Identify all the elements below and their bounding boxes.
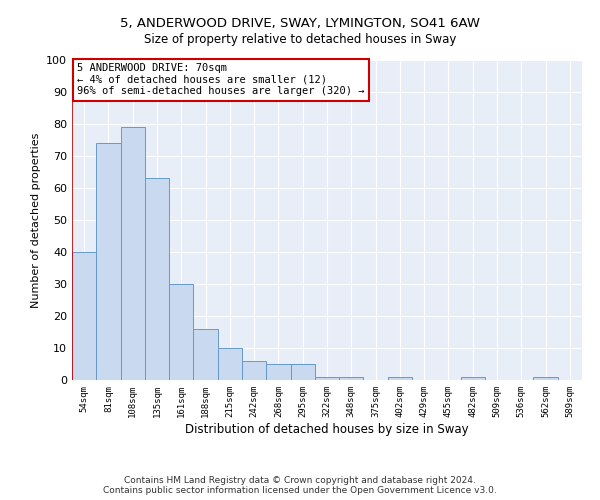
Bar [145,178,169,380]
Bar [315,377,339,380]
Text: 5 ANDERWOOD DRIVE: 70sqm
← 4% of detached houses are smaller (12)
96% of semi-de: 5 ANDERWOOD DRIVE: 70sqm ← 4% of detache… [77,63,365,96]
Bar [339,377,364,380]
Y-axis label: Number of detached properties: Number of detached properties [31,132,41,308]
Bar [290,364,315,380]
Bar [72,252,96,380]
X-axis label: Distribution of detached houses by size in Sway: Distribution of detached houses by size … [185,422,469,436]
Bar [242,361,266,380]
Bar [169,284,193,380]
Bar [533,377,558,380]
Bar [266,364,290,380]
Bar [461,377,485,380]
Text: Contains HM Land Registry data © Crown copyright and database right 2024.
Contai: Contains HM Land Registry data © Crown c… [103,476,497,495]
Text: 5, ANDERWOOD DRIVE, SWAY, LYMINGTON, SO41 6AW: 5, ANDERWOOD DRIVE, SWAY, LYMINGTON, SO4… [120,18,480,30]
Text: Size of property relative to detached houses in Sway: Size of property relative to detached ho… [144,32,456,46]
Bar [96,143,121,380]
Bar [193,329,218,380]
Bar [218,348,242,380]
Bar [121,127,145,380]
Bar [388,377,412,380]
